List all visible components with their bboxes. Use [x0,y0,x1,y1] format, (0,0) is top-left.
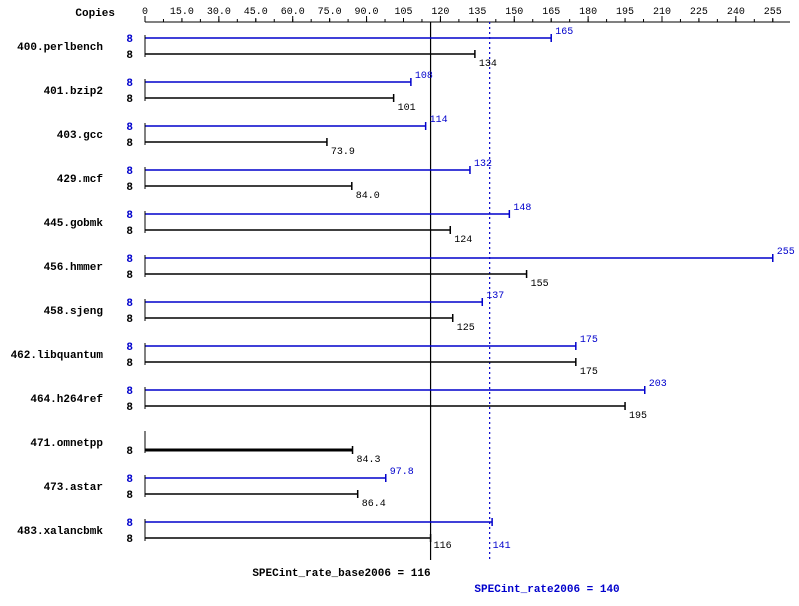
copies-base: 8 [126,270,133,282]
axis-tick-label: 90.0 [355,7,379,18]
axis-tick-label: 195 [616,7,634,18]
axis-tick-label: 30.0 [207,7,231,18]
base-value: 101 [398,103,416,114]
peak-value: 255 [777,247,795,258]
benchmark-name: 401.bzip2 [44,86,103,98]
benchmark-name: 462.libquantum [11,350,104,362]
axis-tick-label: 165 [542,7,560,18]
copies-base: 8 [126,50,133,62]
benchmark-name: 464.h264ref [30,394,103,406]
spec-benchmark-chart: 0 15.0 30.0 45.0 60.0 75.0 90.0 105 120 135 150 165… [0,0,799,606]
base-value: 134 [479,59,497,70]
axis-tick-label: 255 [764,7,782,18]
base-value: 124 [454,235,472,246]
axis-tick-label: 105 [394,7,412,18]
copies-base: 8 [126,490,133,502]
copies-base: 8 [126,314,133,326]
peak-value: 108 [415,71,433,82]
axis-tick-label: 240 [727,7,745,18]
benchmark-name: 458.sjeng [44,306,103,318]
benchmark-name: 473.astar [44,482,103,494]
copies-peak: 8 [126,210,133,222]
benchmark-name: 471.omnetpp [30,438,103,450]
benchmark-name: 429.mcf [57,174,104,186]
copies-peak: 8 [126,122,133,134]
peak-value: 148 [513,203,531,214]
copies-base: 8 [126,94,133,106]
axis-tick-label: 75.0 [318,7,342,18]
axis-tick-label: 120 [431,7,449,18]
copies-peak: 8 [126,518,133,530]
peak-value: 132 [474,159,492,170]
copies-peak: 8 [126,166,133,178]
copies-peak: 8 [126,34,133,46]
copies-base: 8 [126,446,133,458]
copies-base: 8 [126,138,133,150]
peak-value: 175 [580,335,598,346]
benchmark-name: 483.xalancbmk [17,526,103,538]
peak-value: 137 [486,291,504,302]
base-value: 125 [457,323,475,334]
base-value: 86.4 [362,499,386,510]
peak-value: 114 [430,115,448,126]
copies-peak: 8 [126,78,133,90]
base-value: 84.3 [357,455,381,466]
peak-value: 203 [649,379,667,390]
reference-line-value: 141 [493,541,511,552]
copies-base: 8 [126,358,133,370]
summary-base: SPECint_rate_base2006 = 116 [252,568,430,580]
benchmark-name: 445.gobmk [44,218,104,230]
benchmark-name: 403.gcc [57,130,103,142]
copies-base: 8 [126,402,133,414]
copies-peak: 8 [126,298,133,310]
axis-tick-label: 45.0 [244,7,268,18]
axis-tick-label: 180 [579,7,597,18]
axis-tick-label: 0 [142,7,148,18]
copies-peak: 8 [126,342,133,354]
benchmark-name: 456.hmmer [44,262,103,274]
peak-value: 165 [555,27,573,38]
peak-value: 97.8 [390,467,414,478]
benchmark-name: 400.perlbench [17,42,103,54]
base-value: 195 [629,411,647,422]
copies-base: 8 [126,226,133,238]
axis-tick-label: 135 [468,7,486,18]
copies-header: Copies [75,8,115,20]
copies-peak: 8 [126,386,133,398]
reference-line-value: 116 [434,541,452,552]
base-value: 175 [580,367,598,378]
copies-base: 8 [126,182,133,194]
copies-peak: 8 [126,254,133,266]
axis-tick-label: 225 [690,7,708,18]
copies-peak: 8 [126,474,133,486]
base-value: 73.9 [331,147,355,158]
copies-base: 8 [126,534,133,546]
summary-peak: SPECint_rate2006 = 140 [474,584,619,596]
axis-tick-label: 60.0 [281,7,305,18]
axis-tick-label: 15.0 [170,7,194,18]
base-value: 155 [531,279,549,290]
axis-tick-label: 210 [653,7,671,18]
axis-tick-label: 150 [505,7,523,18]
base-value: 84.0 [356,191,380,202]
